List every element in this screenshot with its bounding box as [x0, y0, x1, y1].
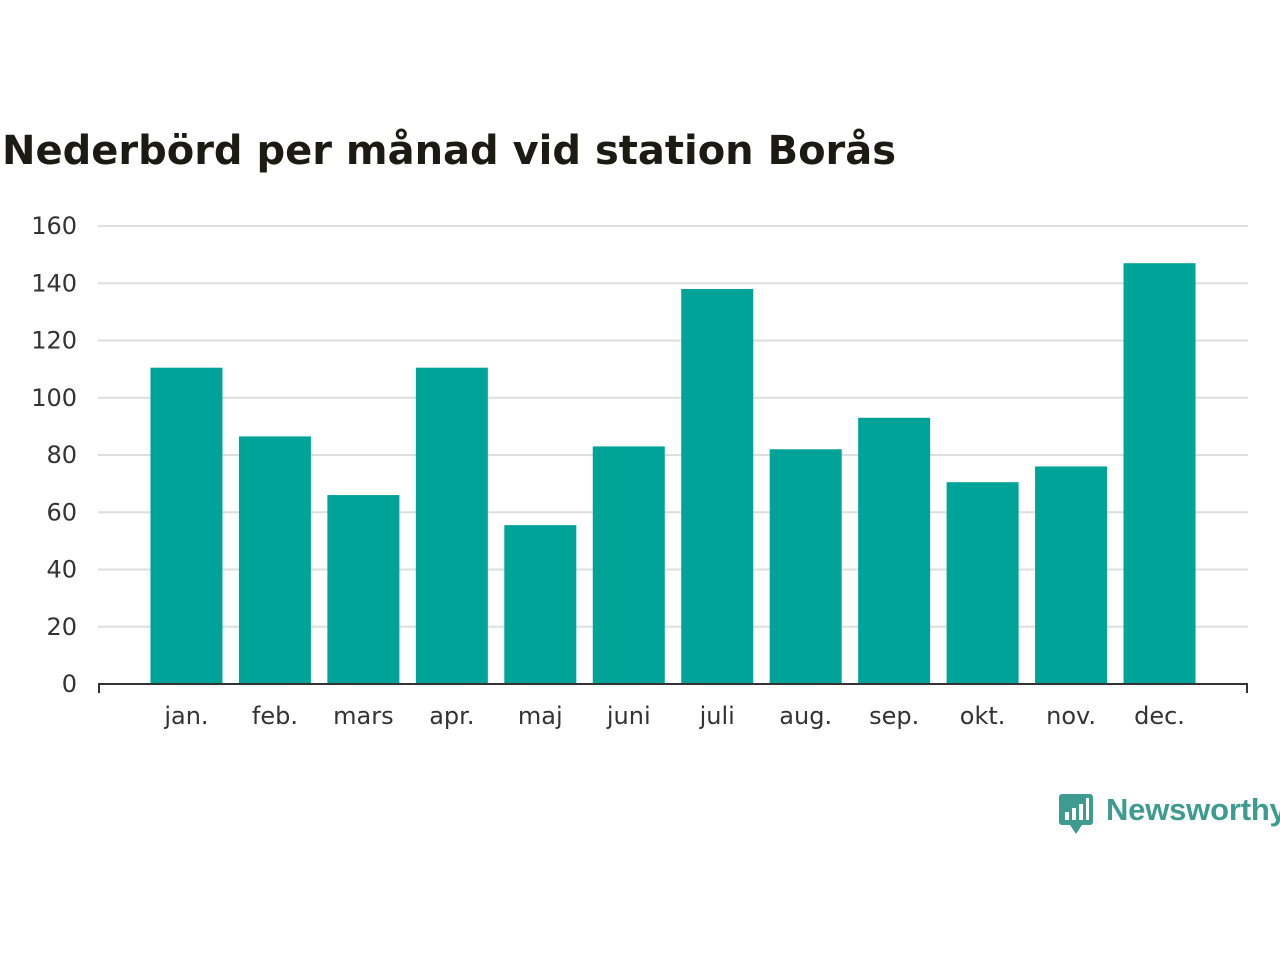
bar-maj — [504, 525, 577, 684]
chart-title: Nederbörd per månad vid station Borås — [2, 128, 897, 174]
x-tick-label: jan. — [163, 702, 208, 730]
y-tick-label: 140 — [31, 269, 77, 297]
x-tick-label: maj — [518, 702, 563, 730]
x-tick-label: sep. — [869, 702, 919, 730]
bar-jan — [150, 367, 223, 684]
logo-text: Newsworthy — [1106, 792, 1280, 827]
y-tick-labels: 0 20 40 60 80 100 120 140 160 — [31, 212, 77, 698]
bars — [150, 263, 1196, 684]
x-tick-labels: jan. feb. mars apr. maj juni juli aug. sep. okt. n… — [163, 702, 1185, 730]
bar-nov — [1035, 466, 1108, 684]
x-tick-label: dec. — [1134, 702, 1185, 730]
x-axis — [98, 683, 1248, 693]
bar-juli — [681, 288, 754, 684]
bar-apr — [415, 367, 488, 684]
x-tick-label: nov. — [1046, 702, 1096, 730]
bar-okt — [946, 482, 1019, 684]
x-tick-label: juni — [606, 702, 651, 730]
bar-dec — [1123, 263, 1196, 684]
x-tick-label: feb. — [252, 702, 298, 730]
bar-chart-speech-bubble-icon — [1059, 794, 1093, 834]
bar-juni — [592, 446, 665, 684]
y-tick-label: 40 — [46, 556, 77, 584]
y-tick-label: 100 — [31, 384, 77, 412]
x-tick-label: okt. — [960, 702, 1006, 730]
x-tick-label: mars — [333, 702, 393, 730]
bar-aug — [769, 449, 842, 684]
bar-feb — [238, 436, 311, 684]
newsworthy-logo: Newsworthy — [1058, 792, 1280, 838]
x-tick-label: apr. — [429, 702, 474, 730]
bar-mars — [327, 495, 400, 684]
x-tick-label: aug. — [779, 702, 832, 730]
y-tick-label: 80 — [46, 441, 77, 469]
y-tick-label: 20 — [46, 613, 77, 641]
y-tick-label: 60 — [46, 498, 77, 526]
y-tick-label: 120 — [31, 327, 77, 355]
y-tick-label: 160 — [31, 212, 77, 240]
bar-sep — [858, 417, 931, 684]
y-tick-label: 0 — [62, 670, 77, 698]
x-tick-label: juli — [699, 702, 735, 730]
